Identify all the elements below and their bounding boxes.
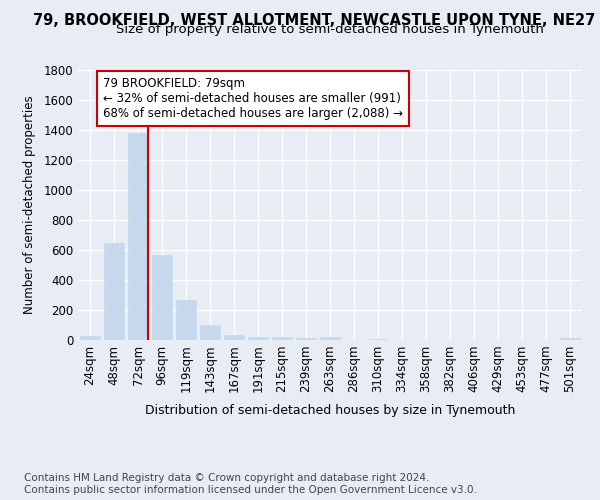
Bar bbox=[296, 338, 316, 340]
Bar bbox=[80, 336, 100, 340]
Bar bbox=[320, 337, 340, 340]
Bar bbox=[224, 335, 244, 340]
Text: Size of property relative to semi-detached houses in Tynemouth: Size of property relative to semi-detach… bbox=[116, 22, 544, 36]
X-axis label: Distribution of semi-detached houses by size in Tynemouth: Distribution of semi-detached houses by … bbox=[145, 404, 515, 416]
Bar bbox=[128, 133, 148, 340]
Bar bbox=[176, 300, 196, 340]
Bar bbox=[200, 325, 220, 340]
Text: 79 BROOKFIELD: 79sqm
← 32% of semi-detached houses are smaller (991)
68% of semi: 79 BROOKFIELD: 79sqm ← 32% of semi-detac… bbox=[103, 76, 403, 120]
Bar bbox=[272, 338, 292, 340]
Text: Contains HM Land Registry data © Crown copyright and database right 2024.
Contai: Contains HM Land Registry data © Crown c… bbox=[24, 474, 477, 495]
Bar bbox=[560, 338, 580, 340]
Text: 79, BROOKFIELD, WEST ALLOTMENT, NEWCASTLE UPON TYNE, NE27 0BJ: 79, BROOKFIELD, WEST ALLOTMENT, NEWCASTL… bbox=[33, 12, 600, 28]
Bar bbox=[248, 336, 268, 340]
Bar bbox=[104, 242, 124, 340]
Bar bbox=[152, 256, 172, 340]
Bar bbox=[368, 338, 388, 340]
Y-axis label: Number of semi-detached properties: Number of semi-detached properties bbox=[23, 96, 37, 314]
